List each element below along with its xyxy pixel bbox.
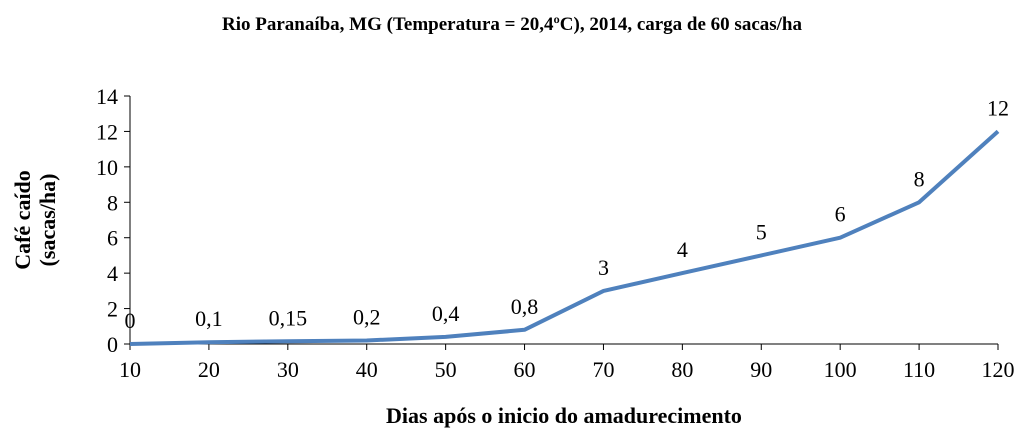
x-tick-label: 110	[903, 357, 935, 382]
y-tick-label: 14	[96, 84, 118, 109]
y-tick-label: 12	[96, 119, 118, 144]
data-label: 0,1	[195, 306, 223, 331]
x-tick-label: 20	[198, 357, 220, 382]
series-line	[129, 129, 1000, 346]
y-tick-label: 10	[96, 155, 118, 180]
y-axis-title-line1: Café caído	[10, 170, 35, 270]
y-tick-label: 6	[107, 226, 118, 251]
x-tick-label: 120	[982, 357, 1015, 382]
x-tick-label: 30	[277, 357, 299, 382]
data-label: 0,2	[353, 304, 381, 329]
data-label: 0	[125, 308, 136, 333]
data-label: 5	[756, 219, 767, 244]
data-label: 0,15	[269, 305, 308, 330]
x-tick-label: 90	[750, 357, 772, 382]
x-tick-label: 50	[435, 357, 457, 382]
x-tick-label: 80	[671, 357, 693, 382]
data-label: 8	[914, 166, 925, 191]
y-tick-label: 8	[107, 190, 118, 215]
data-label: 6	[835, 202, 846, 227]
x-tick-label: 60	[514, 357, 536, 382]
x-tick-label: 40	[356, 357, 378, 382]
y-axis-title-line2: (sacas/ha)	[35, 174, 60, 267]
x-tick-label: 70	[592, 357, 614, 382]
x-tick-label: 100	[824, 357, 857, 382]
y-tick-label: 2	[107, 297, 118, 322]
y-tick-label: 0	[107, 332, 118, 357]
data-label: 3	[598, 255, 609, 280]
axes	[124, 95, 999, 350]
x-axis-title: Dias após o inicio do amadurecimento	[386, 403, 742, 428]
data-label: 0,8	[511, 294, 539, 319]
x-tick-label: 10	[119, 357, 141, 382]
data-label: 12	[987, 95, 1009, 120]
data-label: 4	[677, 237, 688, 262]
y-tick-label: 4	[107, 261, 118, 286]
data-labels: 0 0,1 0,15 0,2 0,4 0,8 3 4 5 6 8 12	[125, 95, 1010, 333]
data-label: 0,4	[432, 301, 460, 326]
chart-title: Rio Paranaíba, MG (Temperatura = 20,4ºC)…	[221, 14, 803, 35]
